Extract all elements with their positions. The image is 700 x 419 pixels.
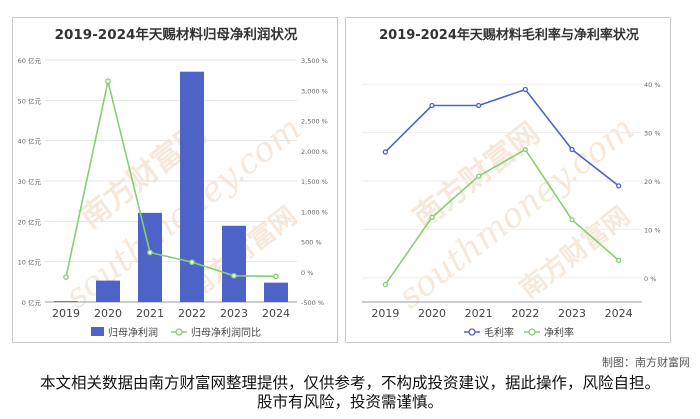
right-chart-panel: 南方财富网 southmoney.com 南方财富网 2019-2024年天赐材料毛利… <box>345 17 671 343</box>
x-tick-label: 2024 <box>262 307 290 320</box>
y-right-tick-label: 1,000 % <box>301 208 328 216</box>
x-tick-label: 2022 <box>178 307 206 320</box>
y-left-tick-label: 50 亿元 <box>18 96 42 105</box>
bar-net-profit <box>264 282 288 302</box>
legend-label: 归母净利润 <box>108 326 158 339</box>
x-tick-label: 2020 <box>94 307 122 320</box>
y-right-tick-label: 0 % <box>644 275 656 283</box>
bar-net-profit <box>96 280 120 302</box>
y-right-tick-label: 2,000 % <box>301 148 328 156</box>
bar-net-profit <box>180 71 204 302</box>
chart-title: 2019-2024年天赐材料毛利率与净利率状况 <box>379 27 639 43</box>
point-net-margin <box>476 173 482 179</box>
chart-credit: 制图：南方财富网 <box>602 356 690 369</box>
line-gross-margin <box>384 88 620 187</box>
x-tick-label: 2024 <box>605 307 633 320</box>
point-net-margin <box>382 281 388 288</box>
point-net-margin <box>616 257 622 264</box>
y-right-tick-label: 20 % <box>644 178 661 186</box>
x-tick-label: 2022 <box>511 307 539 320</box>
x-tick-label: 2019 <box>52 307 80 320</box>
left-chart-panel: 南方财富网southmoney.com南方财富网2019-2024年天赐材料归母… <box>12 17 338 343</box>
x-tick-label: 2020 <box>418 307 446 320</box>
y-right-tick-label: 0 % <box>301 269 313 277</box>
point-yoy-growth <box>105 78 111 85</box>
x-tick-label: 2019 <box>371 307 399 320</box>
y-left-tick-label: 60 亿元 <box>18 56 42 65</box>
y-right-tick-label: 1,500 % <box>301 178 328 186</box>
x-tick-label: 2021 <box>136 307 164 320</box>
point-yoy-growth <box>273 273 279 280</box>
line-yoy-growth <box>65 80 277 278</box>
point-yoy-growth <box>63 274 69 281</box>
point-yoy-growth <box>189 259 195 266</box>
line-net-margin <box>384 148 620 286</box>
legend-label: 归母净利润同比 <box>191 326 261 339</box>
y-left-tick-label: 40 亿元 <box>18 137 42 146</box>
y-left-tick-label: 10 亿元 <box>18 258 42 267</box>
bar-net-profit <box>138 212 162 302</box>
y-right-tick-label: 500 % <box>301 239 322 247</box>
disclaimer-text: 本文相关数据由南方财富网整理提供，仅供参考，不构成投资建议，据此操作，风险自担。… <box>40 374 661 411</box>
y-right-tick-label: 3,000 % <box>301 87 328 95</box>
x-tick-label: 2021 <box>465 307 493 320</box>
net-profit-chart: 南方财富网southmoney.com南方财富网2019-2024年天赐材料归母… <box>18 26 328 339</box>
point-yoy-growth <box>147 249 153 256</box>
legend-swatch-bar <box>91 327 104 336</box>
y-left-tick-label: 0 亿元 <box>22 298 42 307</box>
y-left-tick-label: 20 亿元 <box>18 217 42 226</box>
y-right-tick-label: 2,500 % <box>301 118 328 126</box>
y-right-tick-label: 10 % <box>644 226 661 234</box>
point-yoy-growth <box>231 272 237 279</box>
point-gross-margin <box>476 102 482 109</box>
point-gross-margin <box>522 86 528 93</box>
y-right-tick-label: 3,500 % <box>301 57 328 65</box>
point-net-margin <box>569 217 575 223</box>
x-tick-label: 2023 <box>220 307 248 320</box>
bar-net-profit <box>54 301 78 302</box>
y-right-tick-label: -500 % <box>301 299 324 307</box>
point-gross-margin <box>569 146 575 153</box>
bar-net-profit <box>222 225 246 302</box>
legend-label: 毛利率 <box>484 326 514 339</box>
chart-title: 2019-2024年天赐材料归母净利润状况 <box>55 26 298 43</box>
y-left-tick-label: 30 亿元 <box>18 177 42 186</box>
y-right-tick-label: 30 % <box>644 130 661 138</box>
y-right-tick-label: 40 % <box>644 81 661 89</box>
legend-swatch-marker <box>175 328 183 336</box>
point-gross-margin <box>616 183 622 189</box>
point-net-margin <box>522 146 528 153</box>
legend-label: 净利率 <box>544 326 574 339</box>
point-gross-margin <box>382 149 388 155</box>
x-tick-label: 2023 <box>558 307 586 320</box>
point-net-margin <box>429 214 435 220</box>
legend-swatch-marker <box>468 328 476 336</box>
legend-swatch-marker <box>528 328 536 336</box>
point-gross-margin <box>429 102 435 109</box>
